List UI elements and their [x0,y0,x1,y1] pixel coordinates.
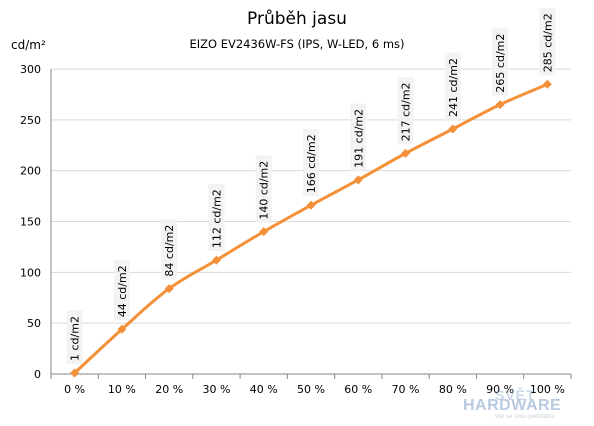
chart-title: Průběh jasu [247,9,347,29]
data-label: 166 cd/m2 [305,134,318,193]
data-label: 265 cd/m2 [494,34,507,93]
data-label-background [350,103,367,171]
data-label-group: 241 cd/m2 [444,52,461,120]
x-tick-label: 30 % [202,383,230,396]
data-label: 140 cd/m2 [258,161,271,220]
data-point-marker [306,200,316,210]
data-label-background [113,259,130,321]
data-label-background [255,155,272,223]
x-tick-label: 10 % [108,383,136,396]
data-label-group: 191 cd/m2 [350,103,367,171]
data-point-marker [259,227,269,237]
data-label-background [444,52,461,120]
series-line [73,82,549,375]
data-label: 112 cd/m2 [210,189,223,248]
watermark-logo: SVĚT HARDWARE vše se svou podstatou [455,387,575,421]
x-tick-label: 0 % [64,383,85,396]
data-point-marker [542,79,552,89]
data-point-marker [495,100,505,110]
x-tick-label: 70 % [392,383,420,396]
chart-subtitle: EIZO EV2436W-FS (IPS, W-LED, 6 ms) [189,37,405,51]
data-point-marker [164,284,174,294]
y-tick-label: 300 [20,63,41,76]
data-label-background [492,28,509,96]
data-label-group: 166 cd/m2 [303,129,319,197]
x-tick-label: 80 % [439,383,467,396]
y-tick-label: 50 [27,317,41,330]
data-label-group: 84 cd/m2 [161,219,178,280]
x-tick-label: 50 % [297,383,325,396]
y-axis-label: cd/m² [11,38,46,52]
x-tick-label: 100 % [530,383,565,396]
x-tick-label: 90 % [486,383,514,396]
data-label-group: 112 cd/m2 [208,183,225,252]
data-point-marker [448,124,458,134]
data-point-marker [211,255,221,265]
y-tick-label: 100 [20,266,41,279]
y-tick-label: 0 [34,368,41,381]
data-label: 217 cd/m2 [400,82,413,141]
data-label-background [397,77,414,145]
data-label: 84 cd/m2 [163,225,176,277]
watermark-main: HARDWARE [463,397,562,414]
data-label-group: 265 cd/m2 [492,28,509,96]
data-label-background [66,310,83,364]
data-label-group: 285 cd/m2 [539,8,556,76]
data-label-background [303,129,319,197]
data-label-background [208,183,225,252]
data-label: 191 cd/m2 [352,109,365,168]
data-point-marker [401,148,411,158]
data-label-background [539,8,556,76]
data-label-group: 140 cd/m2 [255,155,272,223]
watermark-top: SVĚT [495,387,536,403]
x-tick-label: 60 % [344,383,372,396]
y-tick-label: 200 [20,165,41,178]
data-label-group: 217 cd/m2 [397,77,414,145]
data-label: 241 cd/m2 [447,58,460,117]
data-label-background [161,219,178,280]
data-label: 44 cd/m2 [116,265,129,317]
x-tick-label: 20 % [155,383,183,396]
data-label-group: 44 cd/m2 [113,259,130,321]
watermark-sub: vše se svou podstatou [495,414,555,420]
y-tick-label: 250 [20,114,41,127]
data-point-marker [117,324,127,334]
y-tick-label: 150 [20,216,41,229]
data-label: 285 cd/m2 [541,13,554,72]
data-point-marker [70,368,80,378]
data-label: 1 cd/m2 [69,316,82,361]
data-label-group: 1 cd/m2 [66,310,83,364]
data-point-marker [353,175,363,185]
x-tick-label: 40 % [250,383,278,396]
